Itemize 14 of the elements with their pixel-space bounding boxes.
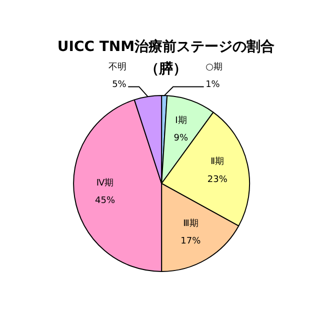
slice-label: Ⅱ期: [210, 156, 224, 168]
data-label: 17%: [180, 236, 202, 247]
slice-label: ○期: [206, 61, 222, 72]
data-label: 1%: [206, 80, 220, 90]
data-label: 5%: [112, 80, 127, 90]
data-label: 45%: [95, 196, 116, 206]
chart-title: UICC TNM治療前ステージの割合: [57, 38, 275, 56]
chart-subtitle: （膵）: [144, 61, 187, 78]
slice-label: Ⅰ期: [175, 114, 187, 126]
slice-label: 不明: [108, 61, 126, 72]
data-label: 9%: [174, 133, 189, 144]
slice-label: Ⅲ期: [183, 218, 198, 229]
slice-label: Ⅳ期: [96, 178, 114, 189]
data-label: 23%: [207, 174, 228, 185]
